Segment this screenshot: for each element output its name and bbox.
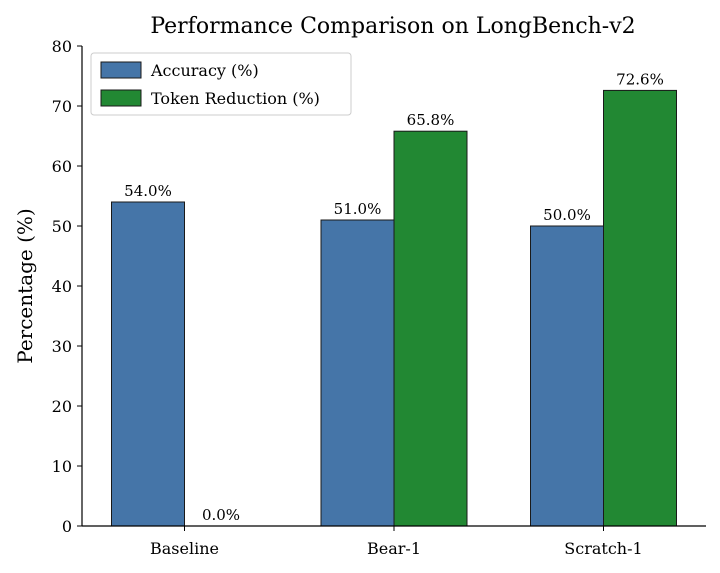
data-label: 0.0% (202, 506, 240, 524)
data-label: 51.0% (334, 200, 382, 218)
y-tick-label: 50 (52, 217, 72, 236)
bar-bear-1-series-2 (393, 130, 468, 527)
y-tick-label: 70 (52, 97, 72, 116)
legend-swatch (100, 89, 142, 107)
legend-label: Accuracy (%) (150, 61, 259, 80)
data-label: 54.0% (124, 182, 172, 200)
data-label: 72.6% (616, 70, 664, 88)
x-tick-label: Baseline (150, 539, 219, 558)
bar-bear-1-series-1 (320, 219, 395, 527)
chart-title: Performance Comparison on LongBench-v2 (150, 14, 635, 39)
y-tick-label: 80 (52, 37, 72, 56)
data-label: 65.8% (407, 111, 455, 129)
bar-baseline-series-1 (111, 201, 185, 527)
bar-scratch-1-series-2 (603, 89, 677, 527)
y-tick-label: 30 (52, 337, 72, 356)
bar-scratch-1-series-1 (530, 225, 604, 527)
x-tick-label: Scratch-1 (564, 539, 642, 558)
y-tick-label: 10 (52, 457, 72, 476)
y-axis-label: Percentage (%) (13, 208, 37, 363)
y-tick-label: 60 (52, 157, 72, 176)
data-label: 50.0% (543, 206, 591, 224)
legend-label: Token Reduction (%) (151, 89, 320, 108)
legend-box (90, 52, 352, 116)
y-tick-label: 0 (62, 517, 72, 536)
plot-area: 54.0% 0.0% Baseline 51.0% 65.8% Bear-1 50.0% 72… (52, 37, 706, 558)
y-tick-label: 20 (52, 397, 72, 416)
y-tick-label: 40 (52, 277, 72, 296)
legend-swatch (100, 61, 142, 79)
x-tick-label: Bear-1 (367, 539, 421, 558)
